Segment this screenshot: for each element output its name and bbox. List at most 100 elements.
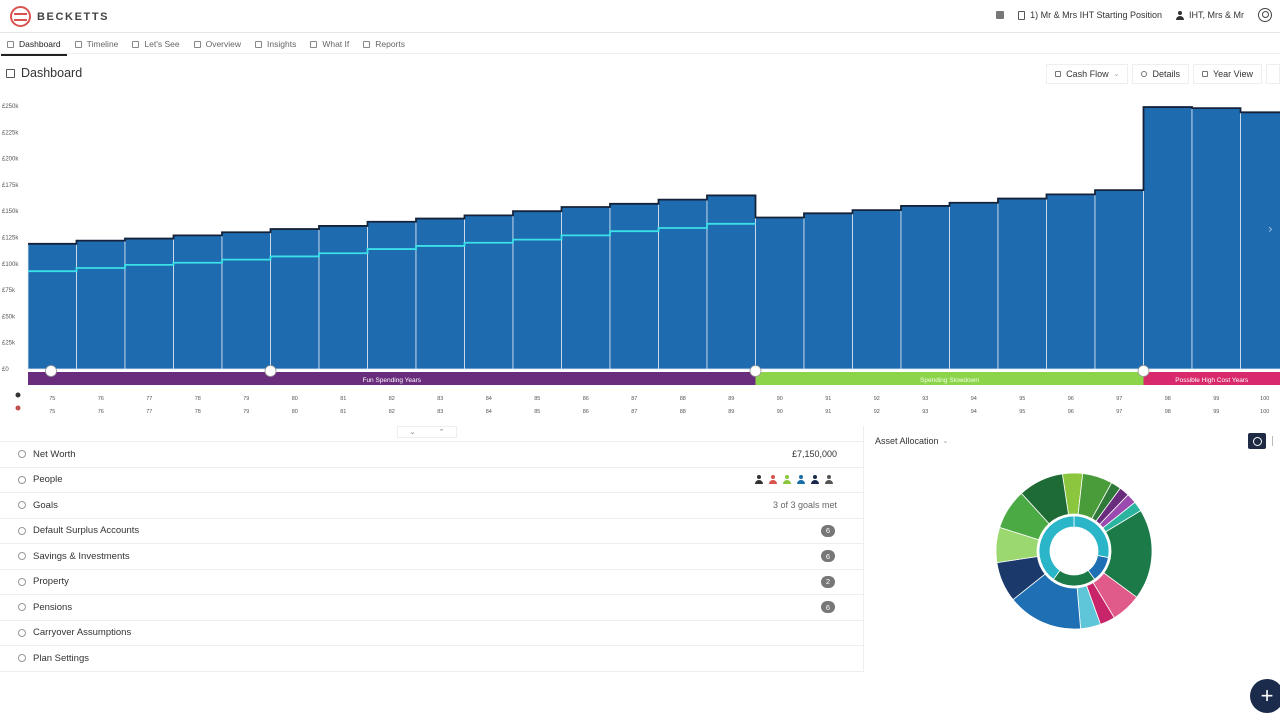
client-selector[interactable]: IHT, Mrs & Mr	[1176, 10, 1244, 20]
net-worth-row[interactable]: Net Worth £7,150,000	[0, 442, 863, 468]
age-label-secondary: 96	[1068, 409, 1074, 415]
add-button[interactable]: +	[1250, 679, 1280, 713]
savings-row[interactable]: Savings & Investments 6	[0, 544, 863, 570]
allocation-inner-segment[interactable]	[1038, 515, 1075, 580]
page-title-text: Dashboard	[21, 66, 83, 80]
plan-selector[interactable]: 1) Mr & Mrs IHT Starting Position	[1018, 10, 1162, 20]
age-label-primary: 82	[389, 396, 395, 402]
cash-flow-bar	[997, 198, 1047, 370]
brand-name: BECKETTS	[37, 10, 110, 23]
tab-label: Overview	[205, 39, 242, 49]
age-label-secondary: 79	[243, 409, 249, 415]
details-label: Details	[1152, 69, 1180, 79]
view-select[interactable]: Cash Flow ⌄	[1046, 64, 1129, 84]
cash-flow-bar	[900, 205, 950, 370]
age-label-primary: 88	[680, 396, 686, 402]
chevron-right-icon[interactable]: ›	[1268, 222, 1273, 236]
age-label-primary: 86	[583, 396, 589, 402]
age-label-primary: 76	[98, 396, 104, 402]
asset-allocation-panel: Asset Allocation ⌄	[863, 426, 1280, 672]
tab-reports[interactable]: Reports	[363, 34, 405, 54]
count-badge: 6	[821, 550, 835, 563]
phase-marker-icon	[45, 365, 57, 377]
y-tick-label: £50k	[2, 314, 16, 320]
goals-row[interactable]: Goals 3 of 3 goals met	[0, 493, 863, 519]
cash-flow-bar	[852, 209, 902, 370]
row-label: Net Worth	[33, 448, 76, 460]
asset-allocation-select[interactable]: Asset Allocation ⌄	[875, 436, 948, 446]
tab-label: Dashboard	[19, 39, 61, 49]
user-avatar-icon[interactable]	[1258, 8, 1272, 22]
age-label-secondary: 95	[1019, 409, 1025, 415]
y-tick-label: £150k	[2, 209, 19, 215]
count-badge: 2	[821, 575, 835, 588]
square-icon[interactable]	[996, 11, 1005, 19]
age-label-secondary: 81	[340, 409, 346, 415]
row-label: Plan Settings	[33, 652, 89, 664]
person-6-icon	[825, 475, 833, 485]
cash-flow-bar	[270, 228, 320, 370]
age-label-primary: 75	[49, 396, 55, 402]
age-label-secondary: 82	[389, 409, 395, 415]
top-bar: BECKETTS 1) Mr & Mrs IHT Starting Positi…	[0, 0, 1280, 33]
people-row[interactable]: People	[0, 468, 863, 493]
more-button[interactable]	[1266, 64, 1280, 84]
phase-label: Spending Slowdown	[920, 377, 979, 384]
age-label-secondary: 77	[146, 409, 152, 415]
age-label-primary: 91	[825, 396, 831, 402]
dashboard-icon	[7, 40, 14, 48]
details-button[interactable]: Details	[1132, 64, 1189, 84]
allocation-inner-segment[interactable]	[1052, 569, 1096, 587]
brand-logo[interactable]: BECKETTS	[10, 6, 109, 27]
donut-view-icon[interactable]	[1248, 433, 1266, 449]
property-row[interactable]: Property 2	[0, 570, 863, 595]
age-label-secondary: 86	[583, 409, 589, 415]
age-label-secondary: 93	[922, 409, 928, 415]
year-view-button[interactable]: Year View	[1192, 64, 1262, 84]
essential-spending-line	[28, 222, 756, 273]
panel-toggle[interactable]: ⌄ ⌃	[397, 426, 457, 438]
y-tick-label: £225k	[2, 130, 19, 136]
row-label: Carryover Assumptions	[33, 627, 132, 639]
cash-flow-bar	[464, 215, 514, 370]
tab-lets-see[interactable]: Let's See	[132, 34, 180, 54]
row-label: People	[33, 474, 63, 486]
age-label-primary: 92	[874, 396, 880, 402]
age-label-secondary: 92	[874, 409, 880, 415]
bar-view-icon[interactable]	[1272, 436, 1280, 446]
view-select-value: Cash Flow	[1066, 69, 1109, 79]
tab-what-if[interactable]: What If	[310, 34, 349, 54]
tab-dashboard[interactable]: Dashboard	[1, 34, 67, 56]
cash-flow-bar	[803, 212, 853, 370]
expand-up-icon[interactable]: ⌃	[438, 429, 445, 436]
cash-flow-chart: £0 £25k £50k £75k £100k £125k £150k £175k £200k £…	[2, 104, 1280, 415]
cash-flow-bar	[1191, 107, 1241, 370]
surplus-accounts-row[interactable]: Default Surplus Accounts 6	[0, 519, 863, 544]
age-label-secondary: 100	[1260, 409, 1269, 415]
age-label-secondary: 99	[1213, 409, 1219, 415]
age-label-secondary: 91	[825, 409, 831, 415]
phase-marker-icon	[264, 365, 277, 377]
pensions-row[interactable]: Pensions 6	[0, 595, 863, 621]
y-tick-label: £200k	[2, 157, 19, 163]
cash-flow-bar	[173, 234, 223, 370]
search-icon	[1141, 71, 1148, 77]
tab-label: Let's See	[144, 39, 180, 49]
carryover-icon	[18, 628, 26, 637]
cash-flow-bar	[1240, 111, 1280, 370]
cash-flow-bar	[221, 231, 271, 370]
y-tick-label: £250k	[2, 104, 19, 110]
tab-label: Insights	[267, 39, 297, 49]
plan-settings-row[interactable]: Plan Settings	[0, 646, 863, 672]
allocation-outer-segment[interactable]	[1020, 473, 1069, 525]
summary-list: Net Worth £7,150,000 People Goals 3 of 3…	[0, 441, 863, 672]
collapse-down-icon[interactable]: ⌄	[409, 429, 416, 436]
tab-overview[interactable]: Overview	[193, 34, 242, 54]
age-label-primary: 96	[1068, 396, 1074, 402]
tab-timeline[interactable]: Timeline	[74, 34, 118, 54]
carryover-row[interactable]: Carryover Assumptions	[0, 621, 863, 646]
person-3-icon	[783, 475, 791, 485]
tab-insights[interactable]: Insights	[255, 34, 296, 54]
phase-band	[28, 372, 756, 385]
row-label: Default Surplus Accounts	[33, 525, 140, 537]
